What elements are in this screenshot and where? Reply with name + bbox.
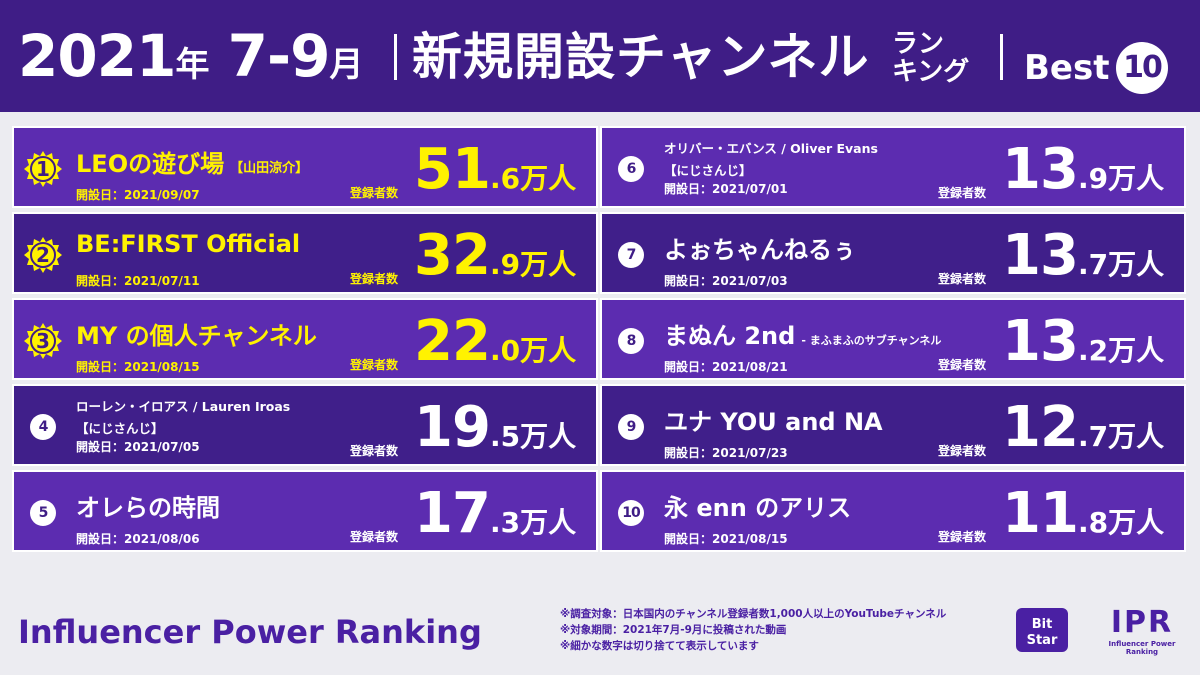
subscribers-label: 登録者数 (938, 530, 987, 544)
channel-name: BE:FIRST Official (76, 230, 301, 258)
ranking-card-3: 3 MY の個人チャンネル 開設日：2021/08/15 登録者数 22.0万人 (12, 298, 598, 380)
opened-date: 開設日：2021/08/15 (664, 532, 788, 546)
channel-name: MY の個人チャンネル (76, 322, 317, 350)
rank-badge: 10 (618, 500, 644, 526)
channel-name: 永 enn のアリス (664, 494, 852, 522)
ranking-card-1: 1 LEOの遊び場 【山田涼介】 開設日：2021/09/07 登録者数 51.6… (12, 126, 598, 208)
ipr-logo: IPR Influencer Power Ranking (1108, 605, 1176, 657)
subscribers-label: 登録者数 (350, 444, 399, 458)
ranking-card-7: 7 よぉちゃんねるぅ 開設日：2021/07/03 登録者数 13.7万人 (600, 212, 1186, 294)
channel-name: オリバー・エバンス / Oliver Evans (664, 141, 878, 156)
subscribers-label: 登録者数 (350, 358, 399, 372)
rank-badge: 6 (618, 156, 644, 182)
opened-date: 開設日：2021/09/07 (76, 188, 200, 202)
best-number-badge: 10 (1116, 42, 1168, 94)
channel-name: ユナ YOU and NA (664, 408, 883, 436)
ranking-card-10: 10 永 enn のアリス 開設日：2021/08/15 登録者数 11.8万人 (600, 470, 1186, 552)
bitstar-logo: Bit Star (1014, 604, 1070, 656)
header-title-stack: ラン キング (892, 29, 970, 87)
subscriber-count: 17.3万人 (414, 481, 577, 546)
subscribers-label: 登録者数 (938, 358, 987, 372)
svg-text:Bit: Bit (1032, 617, 1053, 632)
opened-date: 開設日：2021/08/06 (76, 532, 200, 546)
footer-title: Influencer Power Ranking (18, 613, 482, 651)
note-rounding: ※細かな数字は切り捨てて表示しています (560, 640, 759, 652)
gold-medal-icon: 1 (24, 150, 62, 188)
header-divider (1000, 34, 1003, 80)
header-banner: 2021年 7-9月 新規開設チャンネル ラン キング Best 10 (0, 0, 1200, 112)
subscribers-label: 登録者数 (350, 272, 399, 286)
opened-date: 開設日：2021/08/15 (76, 360, 200, 374)
subscriber-count: 51.6万人 (414, 137, 577, 202)
channel-name: まぬん 2nd - まふまふのサブチャンネル (664, 322, 942, 350)
rank-badge: 4 (30, 414, 56, 440)
rank-badge: 5 (30, 500, 56, 526)
opened-date: 開設日：2021/07/03 (664, 274, 788, 288)
subscribers-label: 登録者数 (938, 272, 987, 286)
ranking-card-8: 8 まぬん 2nd - まふまふのサブチャンネル 開設日：2021/08/21 登… (600, 298, 1186, 380)
ranking-card-5: 5 オレらの時間 開設日：2021/08/06 登録者数 17.3万人 (12, 470, 598, 552)
opened-date: 開設日：2021/08/21 (664, 360, 788, 374)
subscriber-count: 13.9万人 (1002, 137, 1165, 202)
ranking-card-4: 4 ローレン・イロアス / Lauren Iroas 【にじさんじ】 開設日：2… (12, 384, 598, 466)
opened-date: 開設日：2021/07/11 (76, 274, 200, 288)
channel-name: LEOの遊び場 【山田涼介】 (76, 150, 309, 178)
opened-date: 開設日：2021/07/01 (664, 182, 788, 196)
rank-badge: 8 (618, 328, 644, 354)
header-title: 新規開設チャンネル (412, 28, 870, 86)
footer-notes: ※調査対象：日本国内のチャンネル登録者数1,000人以上のYouTubeチャンネ… (560, 606, 946, 654)
ranking-card-9: 9 ユナ YOU and NA 開設日：2021/07/23 登録者数 12.7… (600, 384, 1186, 466)
note-period: ※対象期間：2021年7月-9月に投稿された動画 (560, 624, 787, 636)
opened-date: 開設日：2021/07/05 (76, 440, 200, 454)
rank-badge: 9 (618, 414, 644, 440)
header-divider (394, 34, 397, 80)
svg-text:Star: Star (1027, 633, 1058, 648)
gold-medal-icon: 2 (24, 236, 62, 274)
subscriber-count: 12.7万人 (1002, 395, 1165, 460)
subscriber-count: 22.0万人 (414, 309, 577, 374)
subscribers-label: 登録者数 (938, 444, 987, 458)
subscribers-label: 登録者数 (350, 530, 399, 544)
subscriber-count: 13.2万人 (1002, 309, 1165, 374)
opened-date: 開設日：2021/07/23 (664, 446, 788, 460)
rank-badge: 7 (618, 242, 644, 268)
channel-name: ローレン・イロアス / Lauren Iroas (76, 399, 291, 414)
subscriber-count: 13.7万人 (1002, 223, 1165, 288)
best-label: Best (1024, 48, 1110, 88)
channel-name: オレらの時間 (76, 494, 220, 522)
subscribers-label: 登録者数 (938, 186, 987, 200)
channel-tagline: 【にじさんじ】 (76, 421, 164, 436)
header-period: 2021年 7-9月 (18, 22, 363, 90)
subscriber-count: 19.5万人 (414, 395, 577, 460)
subscriber-count: 11.8万人 (1002, 481, 1165, 546)
gold-medal-icon: 3 (24, 322, 62, 360)
subscriber-count: 32.9万人 (414, 223, 577, 288)
ranking-card-6: 6 オリバー・エバンス / Oliver Evans 【にじさんじ】 開設日：2… (600, 126, 1186, 208)
subscribers-label: 登録者数 (350, 186, 399, 200)
ranking-card-2: 2 BE:FIRST Official 開設日：2021/07/11 登録者数 … (12, 212, 598, 294)
channel-tagline: 【にじさんじ】 (664, 163, 752, 178)
note-survey-target: ※調査対象：日本国内のチャンネル登録者数1,000人以上のYouTubeチャンネ… (560, 608, 947, 620)
channel-name: よぉちゃんねるぅ (664, 236, 856, 264)
